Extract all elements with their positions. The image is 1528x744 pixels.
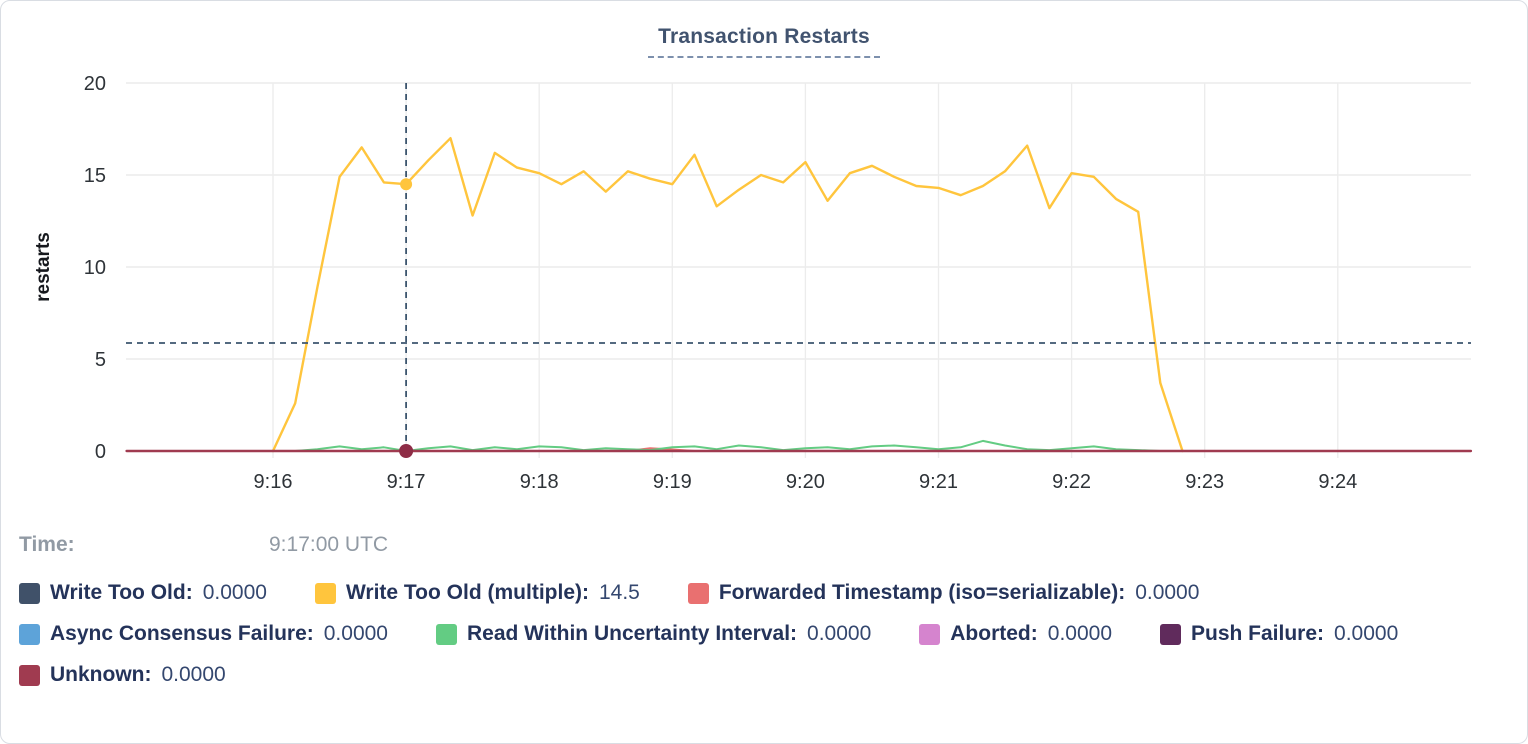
legend-value: 0.0000 <box>161 663 226 686</box>
x-tick-label: 9:22 <box>1052 471 1091 493</box>
legend-swatch-forwarded-timestamp <box>687 582 709 604</box>
hover-time-value: 9:17:00 UTC <box>269 533 389 556</box>
x-tick-label: 9:21 <box>919 471 958 493</box>
legend-value: 0.0000 <box>1334 622 1399 645</box>
legend-item-aborted[interactable]: Aborted: 0.0000 <box>919 622 1112 646</box>
legend-item-forwarded-timestamp[interactable]: Forwarded Timestamp (iso=serializable): … <box>687 581 1200 605</box>
hover-details: Time: 9:17:00 UTC Write Too Old: 0.0000 … <box>19 533 1509 704</box>
legend-value: 0.0000 <box>323 622 388 645</box>
legend-value: 0.0000 <box>1135 581 1200 604</box>
plot-area[interactable] <box>126 83 1471 451</box>
x-tick-label: 9:24 <box>1318 471 1357 493</box>
legend-label: Write Too Old (multiple): <box>345 581 589 604</box>
legend-item-read-within-uncertainty-interval[interactable]: Read Within Uncertainty Interval: 0.0000 <box>435 622 872 646</box>
series-line-read-within-uncertainty-interval <box>272 439 1184 452</box>
legend-label: Aborted: <box>950 622 1038 645</box>
legend-swatch-async-consensus-failure <box>19 623 40 645</box>
legend-item-write-too-old[interactable]: Write Too Old: 0.0000 <box>19 581 267 605</box>
legend-label: Async Consensus Failure: <box>50 622 314 645</box>
legend-row-3: Unknown: 0.0000 <box>19 663 1509 687</box>
legend-swatch-write-too-old-multiple <box>314 582 336 604</box>
legend-label: Write Too Old: <box>50 581 193 604</box>
hover-time-row: Time: 9:17:00 UTC <box>19 533 1509 557</box>
x-tick-label: 9:16 <box>254 471 293 493</box>
legend-item-push-failure[interactable]: Push Failure: 0.0000 <box>1160 622 1398 646</box>
legend-value: 0.0000 <box>202 581 267 604</box>
hover-dot-unknown <box>399 444 414 458</box>
x-tick-label: 9:19 <box>653 471 692 493</box>
legend-swatch-unknown <box>19 664 40 686</box>
x-tick-label: 9:20 <box>786 471 825 493</box>
legend-item-unknown[interactable]: Unknown: 0.0000 <box>19 663 226 687</box>
hover-dot-write-too-old-multiple <box>400 178 413 191</box>
y-tick-label: 15 <box>84 165 106 187</box>
series-line-write-too-old-multiple <box>271 136 1184 453</box>
legend-label: Push Failure: <box>1191 622 1325 645</box>
legend-label: Read Within Uncertainty Interval: <box>466 622 798 645</box>
y-tick-label: 5 <box>95 349 106 371</box>
legend-swatch-push-failure <box>1160 623 1181 645</box>
legend-label: Forwarded Timestamp (iso=serializable): <box>718 581 1126 604</box>
chart-title[interactable]: Transaction Restarts <box>648 25 880 58</box>
legend-swatch-aborted <box>919 623 941 645</box>
legend-item-write-too-old-multiple[interactable]: Write Too Old (multiple): 14.5 <box>314 581 640 605</box>
legend-swatch-write-too-old <box>19 582 40 604</box>
legend-row-1: Write Too Old: 0.0000 Write Too Old (mul… <box>19 581 1509 605</box>
x-tick-label: 9:18 <box>520 471 559 493</box>
hover-time-label: Time: <box>19 533 75 556</box>
x-tick-label: 9:17 <box>387 471 426 493</box>
y-tick-label: 20 <box>84 73 106 95</box>
y-axis-label: restarts <box>33 232 54 302</box>
legend-label: Unknown: <box>50 663 152 686</box>
legend-item-async-consensus-failure[interactable]: Async Consensus Failure: 0.0000 <box>19 622 388 646</box>
transaction-restarts-chart[interactable]: 0 5 10 15 20 9:16 9:17 9:18 9:19 9:20 9:21 9:22 9:23… <box>1 1 1528 521</box>
chart-title-wrap: Transaction Restarts <box>1 25 1527 58</box>
legend-value: 14.5 <box>598 581 640 604</box>
legend-swatch-read-within-uncertainty-interval <box>435 623 457 645</box>
legend-value: 0.0000 <box>1047 622 1112 645</box>
y-tick-label: 0 <box>95 441 106 463</box>
x-tick-label: 9:23 <box>1185 471 1224 493</box>
legend-value: 0.0000 <box>807 622 872 645</box>
y-tick-label: 10 <box>84 257 106 279</box>
legend-row-2: Async Consensus Failure: 0.0000 Read Wit… <box>19 622 1509 646</box>
